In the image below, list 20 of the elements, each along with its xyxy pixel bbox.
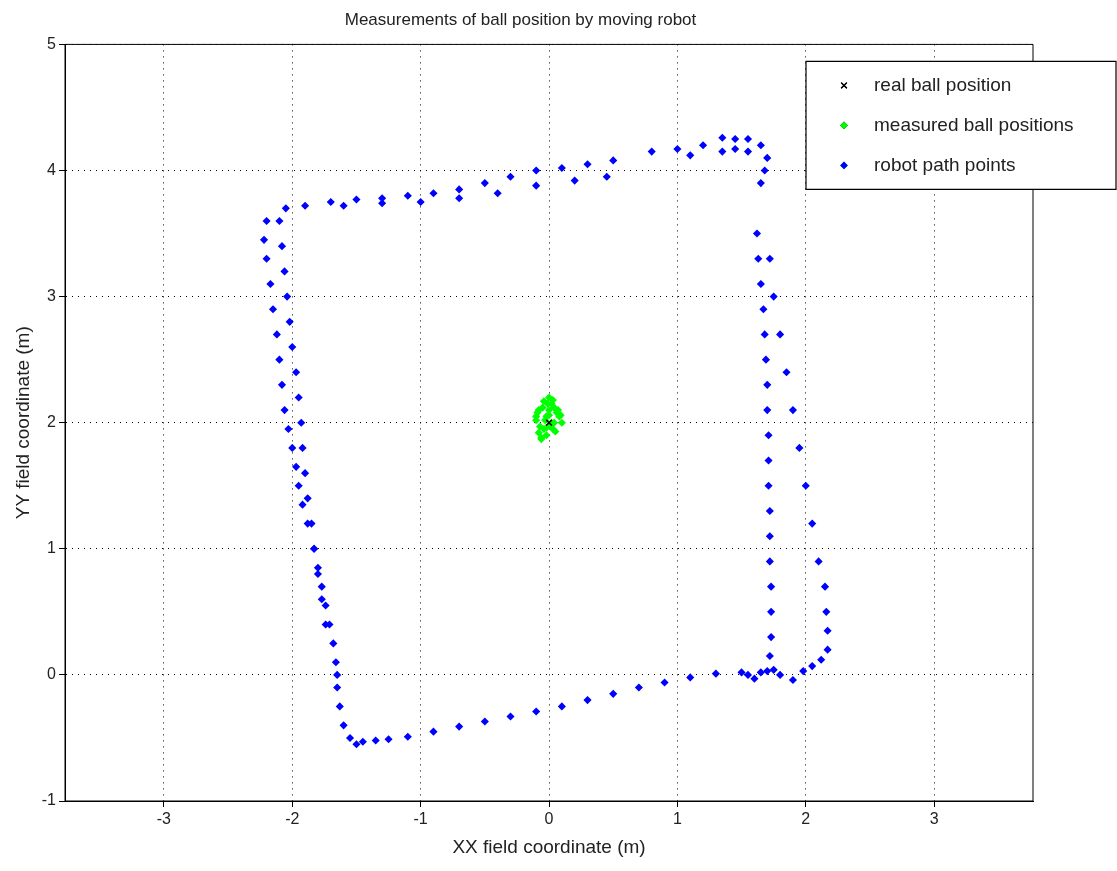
x-tick-label: -1 (413, 810, 428, 828)
x-tick-label: 3 (929, 810, 939, 828)
x-tick-label: -3 (156, 810, 172, 828)
x-tick-label: -2 (285, 810, 300, 828)
x-tick-label: 2 (801, 810, 811, 828)
y-tick-label: -1 (41, 791, 57, 809)
y-axis-title: YY field coordinate (m) (11, 326, 33, 520)
legend-label: robot path points (874, 153, 1016, 175)
x-tick-label: 0 (544, 810, 554, 828)
x-tick-label: 1 (672, 810, 682, 828)
legend-label: measured ball positions (874, 113, 1074, 135)
y-tick-label: 0 (47, 665, 57, 683)
chart-title: Measurements of ball position by moving robot (344, 9, 697, 29)
y-tick-label: 2 (47, 413, 57, 431)
y-tick-label: 5 (47, 34, 57, 52)
x-axis-title: XX field coordinate (m) (452, 835, 646, 857)
y-tick-label: 3 (47, 287, 57, 305)
y-tick-label: 4 (47, 160, 57, 178)
legend-label: real ball position (874, 73, 1012, 95)
y-tick-label: 1 (47, 539, 57, 557)
